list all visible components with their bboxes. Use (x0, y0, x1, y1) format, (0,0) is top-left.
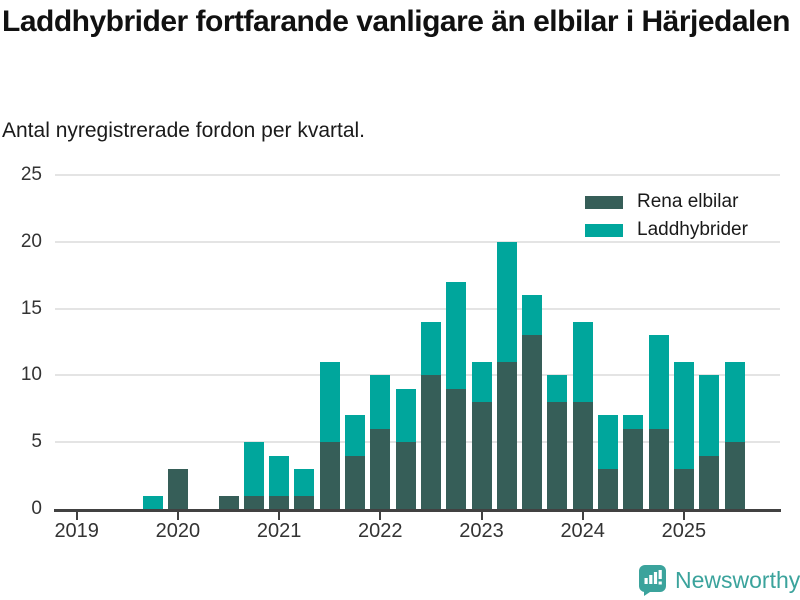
bar-segment-laddhybrider-2023-q1 (471, 362, 492, 403)
x-tick-2021 (278, 512, 281, 520)
bar-segment-rena-elbilar-2025-q2 (699, 455, 720, 509)
bar-segment-rena-elbilar-2020-q3 (218, 495, 239, 509)
bar-segment-rena-elbilar-2021-q1 (269, 495, 290, 509)
y-tick-label-5: 5 (31, 431, 42, 453)
x-tick-2019 (75, 512, 78, 520)
bar-segment-laddhybrider-2023-q4 (547, 375, 568, 403)
x-tick-2025 (682, 512, 685, 520)
newsworthy-logo-link[interactable]: Newsworthy (638, 564, 800, 596)
bar-segment-laddhybrider-2022-q1 (370, 375, 391, 429)
y-tick-label-10: 10 (20, 364, 42, 386)
bar-segment-laddhybrider-2024-q3 (623, 415, 644, 429)
y-tick-label-0: 0 (31, 498, 42, 519)
bar-segment-rena-elbilar-2022-q2 (395, 442, 416, 509)
bar-segment-rena-elbilar-2025-q1 (673, 468, 694, 509)
legend-label-laddhybrider: Laddhybrider (637, 219, 748, 240)
x-tick-label-2021: 2021 (256, 520, 302, 542)
bar-segment-laddhybrider-2023-q3 (522, 295, 543, 336)
bar-segment-laddhybrider-2019-q4 (142, 495, 163, 509)
bar-chart-speech-bubble-icon (639, 565, 666, 596)
chart-subtitle: Antal nyregistrerade fordon per kvartal. (2, 119, 366, 142)
y-tick-label-15: 15 (20, 297, 42, 319)
x-tick-2020 (176, 512, 179, 520)
bar-segment-rena-elbilar-2021-q2 (294, 495, 315, 509)
x-tick-label-2020: 2020 (155, 520, 201, 542)
bar-segment-rena-elbilar-2023-q4 (547, 402, 568, 509)
x-axis-line (54, 509, 781, 512)
legend-label-rena-elbilar: Rena elbilar (637, 191, 739, 212)
y-tick-label-20: 20 (20, 230, 42, 252)
chart-title: Laddhybrider fortfarande vanligare än el… (2, 5, 790, 38)
x-tick-2022 (379, 512, 382, 520)
bar-segment-rena-elbilar-2021-q4 (345, 455, 365, 509)
newsworthy-brand-text: Newsworthy (675, 566, 800, 593)
bar-segment-laddhybrider-2025-q3 (724, 362, 745, 443)
x-tick-label-2019: 2019 (54, 520, 99, 542)
bar-segment-rena-elbilar-2020-q4 (243, 495, 264, 509)
bar-segment-laddhybrider-2021-q2 (294, 468, 315, 496)
bar-segment-laddhybrider-2021-q1 (269, 455, 290, 496)
x-tick-2024 (581, 512, 584, 520)
bar-segment-rena-elbilar-2025-q3 (724, 442, 745, 509)
gridline-5 (55, 441, 780, 444)
bar-segment-rena-elbilar-2022-q4 (446, 388, 467, 509)
bar-segment-laddhybrider-2025-q1 (673, 362, 694, 469)
bar-segment-rena-elbilar-2024-q2 (598, 468, 618, 509)
legend-item-laddhybrider: Laddhybrider (585, 216, 748, 244)
gridline-20 (55, 240, 780, 243)
bar-segment-rena-elbilar-2024-q3 (623, 428, 644, 509)
x-tick-label-2025: 2025 (661, 520, 707, 542)
bar-segment-rena-elbilar-2024-q1 (572, 402, 593, 509)
bar-segment-rena-elbilar-2021-q3 (319, 442, 340, 509)
bar-segment-laddhybrider-2022-q2 (395, 388, 416, 443)
bar-segment-rena-elbilar-2022-q1 (370, 428, 391, 509)
bar-segment-rena-elbilar-2020-q1 (167, 468, 188, 509)
x-tick-label-2022: 2022 (358, 520, 403, 542)
bar-segment-laddhybrider-2021-q3 (319, 362, 340, 443)
x-tick-label-2024: 2024 (560, 520, 605, 542)
bar-segment-laddhybrider-2023-q2 (496, 241, 517, 363)
bar-segment-laddhybrider-2025-q2 (699, 375, 720, 456)
gridline-10 (55, 374, 780, 377)
bar-segment-rena-elbilar-2023-q3 (522, 335, 543, 509)
bar-segment-laddhybrider-2024-q4 (648, 335, 669, 429)
bar-segment-laddhybrider-2024-q2 (598, 415, 618, 469)
bar-segment-laddhybrider-2020-q4 (243, 442, 264, 496)
x-tick-2023 (480, 512, 483, 520)
gridline-25 (55, 174, 780, 176)
y-tick-label-25: 25 (20, 164, 42, 185)
legend-item-rena-elbilar: Rena elbilar (585, 188, 748, 216)
legend: Rena elbilar Laddhybrider (585, 188, 748, 244)
bar-segment-rena-elbilar-2024-q4 (648, 428, 669, 509)
gridline-15 (55, 307, 780, 310)
bar-segment-laddhybrider-2022-q4 (446, 281, 467, 389)
bar-segment-rena-elbilar-2023-q2 (496, 362, 517, 509)
bar-segment-laddhybrider-2021-q4 (345, 415, 365, 456)
bar-segment-laddhybrider-2024-q1 (572, 321, 593, 403)
x-tick-label-2023: 2023 (459, 520, 504, 542)
bar-segment-rena-elbilar-2023-q1 (471, 402, 492, 509)
bar-segment-rena-elbilar-2022-q3 (420, 375, 441, 509)
legend-swatch-laddhybrider (585, 223, 623, 237)
bar-segment-laddhybrider-2022-q3 (420, 321, 441, 376)
legend-swatch-rena-elbilar (585, 195, 623, 209)
